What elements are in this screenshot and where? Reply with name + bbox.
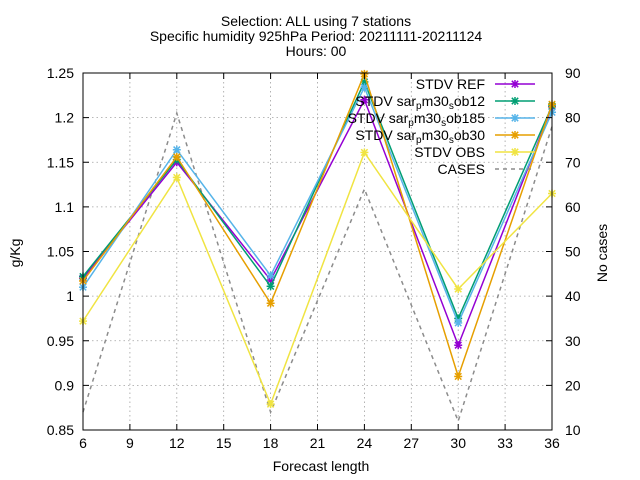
chart-title: Selection: ALL using 7 stations Specific… — [150, 13, 483, 59]
legend-marker-stdv-ref — [511, 80, 519, 88]
data-point-stdv-sar-pm30-sob30 — [454, 372, 463, 381]
data-point-stdv-obs — [360, 148, 369, 157]
y2-tick-label: 70 — [565, 154, 581, 170]
legend-marker-stdv-sar-pm30-sob30 — [511, 131, 519, 139]
data-point-stdv-sar-pm30-sob30 — [266, 299, 275, 308]
y-axis-label: g/Kg — [7, 239, 23, 268]
series-line-stdv-obs — [82, 150, 553, 407]
x-tick-label: 33 — [497, 435, 513, 451]
legend-label-stdv-sar-pm30-sob12: STDV sarpm30sob12 — [355, 93, 485, 112]
series-line-cases — [82, 110, 553, 424]
legend-label-stdv-sar-pm30-sob185: STDV sarpm30sob185 — [348, 110, 486, 129]
y-tick-label: 1 — [66, 288, 74, 304]
grid — [83, 73, 552, 430]
axes — [82, 72, 553, 431]
data-point-stdv-sar-pm30-sob185 — [266, 271, 275, 280]
x-tick-label: 15 — [216, 435, 232, 451]
data-point-stdv-sar-pm30-sob185 — [454, 318, 463, 327]
x-tick-label: 21 — [310, 435, 326, 451]
y-tick-label: 1.25 — [47, 65, 74, 81]
y2-tick-label: 40 — [565, 288, 581, 304]
y2-tick-label: 80 — [565, 110, 581, 126]
series-cases — [82, 110, 553, 424]
title-line-2: Specific humidity 925hPa Period: 2021111… — [150, 28, 483, 44]
data-point-stdv-ref — [454, 341, 463, 350]
legend-label-stdv-ref: STDV REF — [416, 76, 485, 92]
x-tick-label: 18 — [263, 435, 279, 451]
data-point-stdv-obs — [266, 400, 275, 409]
legend-marker-stdv-sar-pm30-sob12 — [511, 97, 519, 105]
x-tick-label: 6 — [79, 435, 87, 451]
x-tick-label: 24 — [357, 435, 373, 451]
y2-axis-label: No cases — [594, 224, 610, 282]
x-tick-label: 30 — [450, 435, 466, 451]
tick-labels: 6 9 12 15 18 21 24 27 30 33 36 0.85 0.9 0.95 1 1.05 1.1 1… — [47, 65, 581, 451]
x-tick-label: 27 — [404, 435, 420, 451]
x-tick-label: 9 — [126, 435, 134, 451]
data-point-stdv-obs — [172, 173, 181, 182]
data-point-stdv-sar-pm30-sob185 — [172, 145, 181, 154]
legend-label-cases: CASES — [438, 161, 485, 177]
title-line-1: Selection: ALL using 7 stations — [221, 13, 411, 29]
legend-label-stdv-sar-pm30-sob30: STDV sarpm30sob30 — [355, 127, 485, 146]
y-tick-label: 1.2 — [55, 110, 75, 126]
y2-tick-label: 10 — [565, 422, 581, 438]
y-tick-label: 0.85 — [47, 422, 74, 438]
series-line-stdv-sar-pm30-sob30 — [82, 71, 553, 379]
y2-tick-label: 30 — [565, 333, 581, 349]
y-tick-label: 1.1 — [55, 199, 75, 215]
y-tick-label: 1.15 — [47, 154, 74, 170]
y2-tick-label: 90 — [565, 65, 581, 81]
y2-tick-label: 50 — [565, 244, 581, 260]
data-point-stdv-ref — [360, 95, 369, 104]
data-point-stdv-sar-pm30-sob185 — [360, 83, 369, 92]
y-tick-label: 0.9 — [55, 377, 75, 393]
y2-tick-label: 20 — [565, 377, 581, 393]
legend-label-stdv-obs: STDV OBS — [414, 144, 485, 160]
data-point-stdv-sar-pm30-sob30 — [172, 152, 181, 161]
title-line-3: Hours: 00 — [286, 43, 347, 59]
legend-marker-stdv-sar-pm30-sob185 — [511, 114, 519, 122]
x-tick-label: 36 — [544, 435, 560, 451]
series-line-stdv-sar-pm30-sob185 — [82, 85, 553, 325]
data-point-stdv-obs — [454, 284, 463, 293]
y-tick-label: 1.05 — [47, 244, 74, 260]
legend-marker-stdv-obs — [511, 148, 519, 156]
series-line-stdv-sar-pm30-sob12 — [82, 80, 553, 321]
x-tick-label: 12 — [169, 435, 185, 451]
y-tick-label: 0.95 — [47, 333, 74, 349]
data-point-stdv-sar-pm30-sob12 — [266, 282, 275, 291]
x-axis-label: Forecast length — [273, 458, 370, 474]
y2-tick-label: 60 — [565, 199, 581, 215]
